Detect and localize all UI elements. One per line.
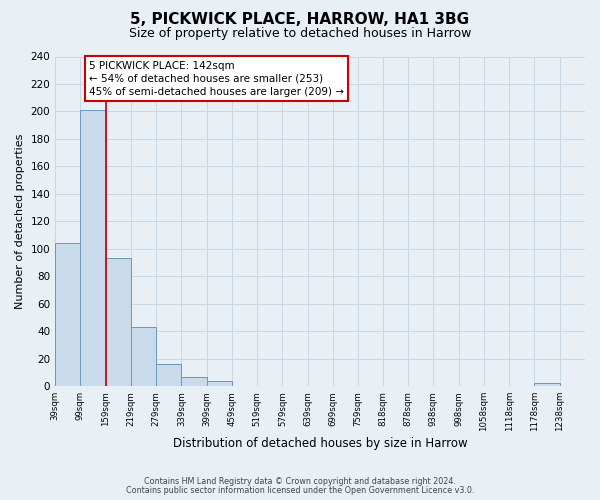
X-axis label: Distribution of detached houses by size in Harrow: Distribution of detached houses by size … <box>173 437 467 450</box>
Text: Size of property relative to detached houses in Harrow: Size of property relative to detached ho… <box>129 28 471 40</box>
Bar <box>535 384 560 386</box>
Bar <box>55 244 80 386</box>
Bar <box>156 364 181 386</box>
Bar <box>206 380 232 386</box>
Y-axis label: Number of detached properties: Number of detached properties <box>15 134 25 309</box>
Text: 5, PICKWICK PLACE, HARROW, HA1 3BG: 5, PICKWICK PLACE, HARROW, HA1 3BG <box>130 12 470 28</box>
Bar <box>80 110 106 386</box>
Text: 5 PICKWICK PLACE: 142sqm
← 54% of detached houses are smaller (253)
45% of semi-: 5 PICKWICK PLACE: 142sqm ← 54% of detach… <box>89 60 344 97</box>
Bar <box>131 327 156 386</box>
Bar <box>181 376 206 386</box>
Text: Contains public sector information licensed under the Open Government Licence v3: Contains public sector information licen… <box>126 486 474 495</box>
Text: Contains HM Land Registry data © Crown copyright and database right 2024.: Contains HM Land Registry data © Crown c… <box>144 477 456 486</box>
Bar <box>106 258 131 386</box>
